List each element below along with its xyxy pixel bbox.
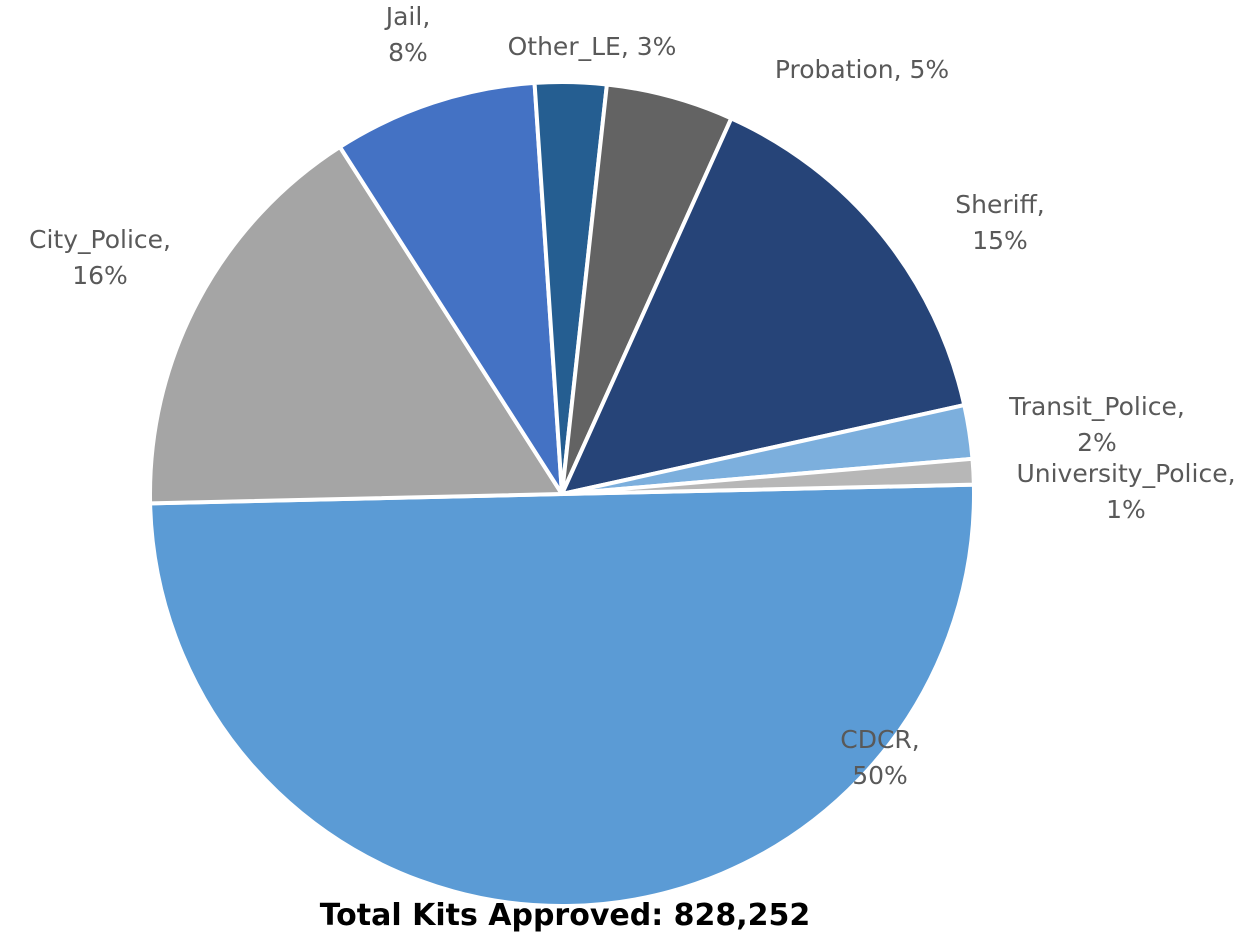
pie-slice-university-police — [560, 456, 976, 496]
slice-label-city-police: City_Police, 16% — [29, 225, 171, 290]
slice-label-probation: Probation, 5% — [775, 55, 949, 84]
slice-label-cdcr: CDCR, 50% — [840, 725, 919, 790]
slice-label-sheriff: Sheriff, 15% — [955, 190, 1045, 255]
slice-label-transit-police: Transit_Police, 2% — [1008, 392, 1185, 457]
chart-title: Total Kits Approved: 828,252 — [319, 898, 811, 933]
slice-label-university-police: University_Police, 1% — [1016, 459, 1235, 524]
pie-slice-city-police — [148, 144, 564, 506]
pie-slice-jail — [337, 80, 564, 496]
slice-label-jail: Jail, 8% — [384, 2, 431, 67]
slice-label-other-le: Other_LE, 3% — [508, 32, 677, 61]
pie-slice-cdcr — [148, 482, 976, 908]
pie-slice-sheriff — [560, 116, 967, 496]
